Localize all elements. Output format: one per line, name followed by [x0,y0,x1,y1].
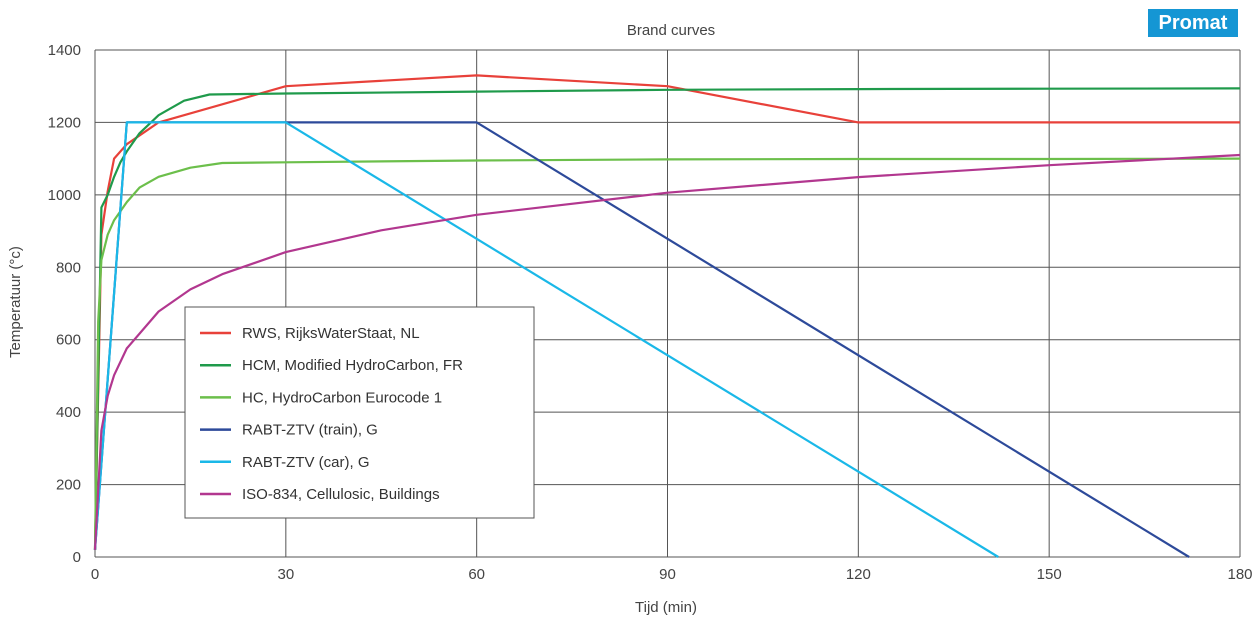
legend-label: HCM, Modified HydroCarbon, FR [242,357,463,374]
legend-label: RABT-ZTV (train), G [242,422,378,439]
legend-label: HC, HydroCarbon Eurocode 1 [242,389,442,406]
series-line-hc-hydrocarbon-eurocode-1 [93,157,1241,550]
x-tick-label: 150 [1037,566,1062,583]
x-tick-label: 180 [1227,566,1252,583]
x-tick-label: 120 [846,566,871,583]
legend-label: ISO-834, Cellulosic, Buildings [242,486,440,503]
y-tick-label: 600 [56,332,81,349]
y-tick-labels: 0 200 400 600 800 1000 1200 1400 [48,42,81,566]
series-line-rabt-ztv-car-g [93,121,999,558]
x-tick-label: 60 [468,566,485,583]
x-tick-labels: 0 30 60 90 120 150 180 [91,566,1253,583]
y-tick-label: 0 [73,549,81,566]
y-tick-label: 1200 [48,114,81,131]
x-tick-label: 90 [659,566,676,583]
legend-box [184,306,535,519]
x-axis-label: Tijd (min) [635,599,697,616]
y-tick-label: 1400 [48,42,81,59]
y-tick-label: 1000 [48,187,81,204]
x-tick-label: 0 [91,566,99,583]
legend-label: RABT-ZTV (car), G [242,454,370,471]
y-axis-label: Temperatuur (°c) [7,246,24,358]
series-lines [93,74,1241,558]
series-line-iso-834-cellulosic-buildings [93,153,1241,550]
y-tick-label: 400 [56,404,81,421]
legend: RWS, RijksWaterStaat, NL HCM, Modified Hy… [184,306,535,519]
chart-title: Brand curves [627,22,715,39]
promat-logo: Promat [1148,9,1238,37]
series-line-hcm-modified-hydrocarbon-fr [93,87,1241,550]
y-tick-label: 200 [56,477,81,494]
x-tick-label: 30 [277,566,294,583]
legend-label: RWS, RijksWaterStaat, NL [242,325,420,342]
y-tick-label: 800 [56,259,81,276]
